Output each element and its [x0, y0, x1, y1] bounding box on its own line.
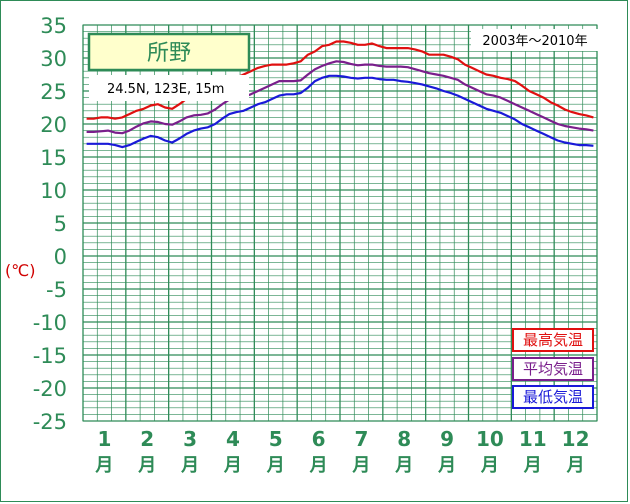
location-text: 24.5N, 123E, 15m — [107, 82, 224, 97]
month-suffix-label: 月 — [266, 455, 285, 476]
month-label: 4 — [226, 427, 240, 451]
series-line-3 — [86, 74, 594, 149]
legend-item: 平均気温 — [512, 357, 594, 381]
y-tick-label: 20 — [40, 113, 67, 137]
month-suffix-label: 月 — [137, 455, 156, 476]
month-label: 6 — [312, 427, 326, 451]
location-box: 24.5N, 123E, 15m — [89, 75, 249, 101]
y-tick-label: 15 — [40, 146, 67, 170]
month-suffix-label: 月 — [94, 455, 113, 476]
series-line-2 — [86, 60, 594, 135]
month-label: 7 — [354, 427, 368, 451]
month-suffix-label: 月 — [523, 455, 542, 476]
y-tick-label: -5 — [46, 278, 67, 302]
period-box: 2003年〜2010年 — [471, 29, 599, 51]
y-tick-label: -10 — [33, 311, 67, 335]
legend-item: 最低気温 — [512, 385, 594, 409]
period-text: 2003年〜2010年 — [482, 34, 587, 49]
title-box: 所野 — [87, 32, 251, 72]
series-lines — [86, 40, 594, 149]
series-line-1 — [86, 40, 594, 120]
legend-label: 平均気温 — [523, 360, 583, 378]
month-suffix-label: 月 — [480, 455, 499, 476]
legend-box — [512, 357, 594, 381]
y-axis-ticks: 35 30 25 20 15 10 5 0 -5 -10 -15 -20 -25 — [33, 14, 67, 434]
y-axis-unit: (℃) — [5, 261, 35, 280]
month-label: 12 — [562, 427, 590, 451]
month-suffix-label: 月 — [309, 455, 328, 476]
legend-box — [512, 385, 594, 409]
y-tick-label: 10 — [40, 179, 67, 203]
y-tick-label: 0 — [54, 245, 67, 269]
legend-item: 最高気温 — [512, 328, 594, 352]
legend-label: 最低気温 — [523, 388, 583, 406]
y-tick-label: -25 — [33, 410, 67, 434]
y-tick-label: 35 — [40, 14, 67, 38]
month-label: 8 — [397, 427, 411, 451]
legend-label: 最高気温 — [523, 331, 583, 349]
y-tick-label: -15 — [33, 344, 67, 368]
legend-box — [512, 328, 594, 352]
chart-title: 所野 — [147, 41, 191, 66]
y-tick-label: 5 — [54, 212, 67, 236]
month-label: 1 — [97, 427, 111, 451]
month-label: 9 — [440, 427, 454, 451]
y-tick-label: 25 — [40, 80, 67, 104]
month-suffix-label: 月 — [437, 455, 456, 476]
y-tick-label: -20 — [33, 377, 67, 401]
month-label: 11 — [519, 427, 547, 451]
month-label: 10 — [476, 427, 504, 451]
y-tick-label: 30 — [40, 47, 67, 71]
month-label: 2 — [140, 427, 154, 451]
month-suffix-label: 月 — [566, 455, 585, 476]
x-axis-months: 1 月 2 月 3 月 4 月 5 月 6 月 7 月 8 月 9 月 10 月 11 月 12 月 — [94, 427, 589, 476]
month-label: 3 — [183, 427, 197, 451]
month-label: 5 — [269, 427, 283, 451]
month-suffix-label: 月 — [394, 455, 413, 476]
month-suffix-label: 月 — [351, 455, 370, 476]
month-suffix-label: 月 — [223, 455, 242, 476]
month-suffix-label: 月 — [180, 455, 199, 476]
